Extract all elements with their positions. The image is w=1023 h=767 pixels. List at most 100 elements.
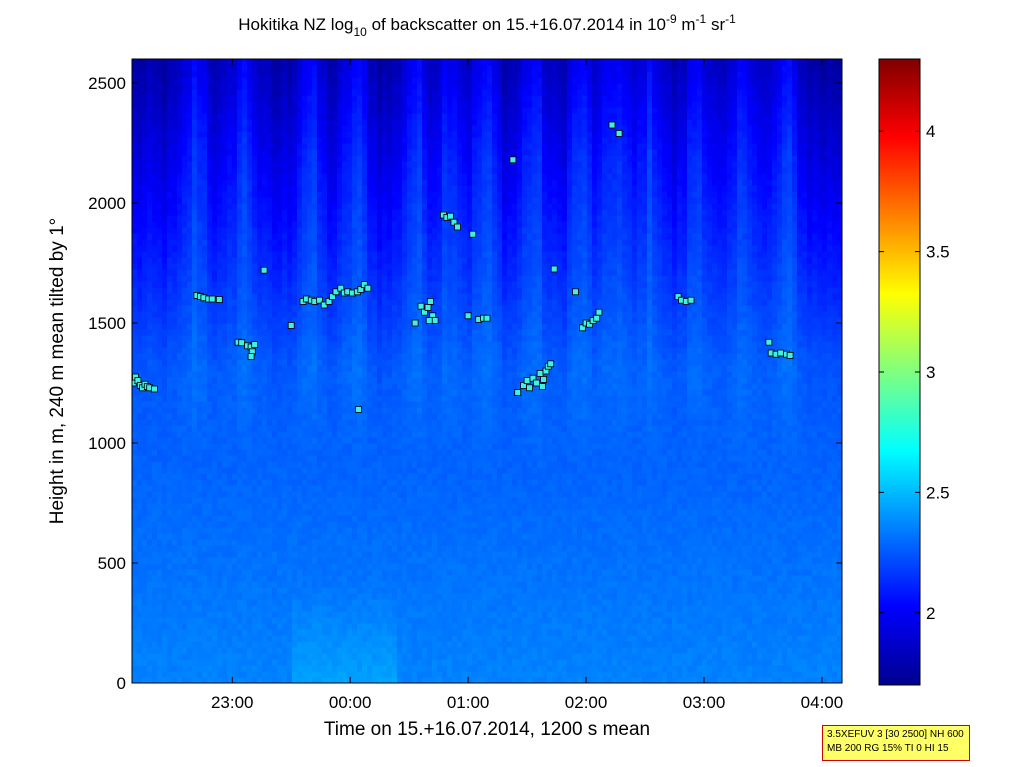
heatmap-cell [257, 611, 263, 618]
heatmap-cell [252, 227, 258, 234]
heatmap-cell [142, 341, 148, 348]
heatmap-cell [232, 653, 238, 660]
heatmap-cell [292, 179, 298, 186]
heatmap-cell [152, 185, 158, 192]
heatmap-cell [272, 257, 278, 264]
heatmap-cell [267, 461, 273, 468]
heatmap-cell [202, 149, 208, 156]
heatmap-cell [282, 101, 288, 108]
heatmap-cell [147, 281, 153, 288]
heatmap-cell [232, 473, 238, 480]
heatmap-cell [232, 161, 238, 168]
heatmap-cell [312, 593, 318, 600]
heatmap-cell [137, 143, 143, 150]
heatmap-cell [202, 503, 208, 510]
heatmap-cell [187, 455, 193, 462]
heatmap-cell [142, 425, 148, 432]
heatmap-cell [292, 533, 298, 540]
heatmap-cell [282, 251, 288, 258]
heatmap-cell [227, 173, 233, 180]
heatmap-cell [202, 647, 208, 654]
heatmap-cell [147, 251, 153, 258]
heatmap-cell [157, 593, 163, 600]
heatmap-cell [257, 473, 263, 480]
heatmap-cell [167, 659, 173, 666]
heatmap-cell [142, 557, 148, 564]
heatmap-cell [207, 365, 213, 372]
heatmap-cell [312, 95, 318, 102]
heatmap-cell [277, 395, 283, 402]
heatmap-cell [167, 473, 173, 480]
heatmap-cell [187, 641, 193, 648]
heatmap-cell [182, 275, 188, 282]
heatmap-cell [262, 581, 268, 588]
heatmap-cell [227, 605, 233, 612]
heatmap-cell [277, 59, 283, 66]
heatmap-cell [332, 191, 338, 198]
heatmap-cell [367, 437, 373, 444]
heatmap-cell [337, 341, 343, 348]
heatmap-cell [227, 269, 233, 276]
heatmap-cell [322, 515, 328, 522]
heatmap-cell [147, 65, 153, 72]
heatmap-cell [362, 557, 368, 564]
heatmap-cell [362, 59, 368, 66]
heatmap-cell [312, 245, 318, 252]
heatmap-cell [232, 425, 238, 432]
heatmap-cell [257, 515, 263, 522]
heatmap-cell [267, 59, 273, 66]
heatmap-cell [167, 65, 173, 72]
heatmap-cell [247, 59, 253, 66]
heatmap-cell [197, 581, 203, 588]
heatmap-cell [332, 263, 338, 270]
heatmap-cell [162, 599, 168, 606]
heatmap-cell [292, 281, 298, 288]
heatmap-cell [242, 209, 248, 216]
heatmap-cell [302, 383, 308, 390]
heatmap-cell [237, 305, 243, 312]
heatmap-cell [247, 425, 253, 432]
heatmap-cell [187, 299, 193, 306]
heatmap-cell [332, 77, 338, 84]
heatmap-cell [287, 143, 293, 150]
heatmap-cell [297, 413, 303, 420]
heatmap-cell [257, 365, 263, 372]
heatmap-cell [347, 611, 353, 618]
heatmap-cell [157, 641, 163, 648]
heatmap-cell [322, 155, 328, 162]
heatmap-cell [287, 599, 293, 606]
heatmap-cell [332, 491, 338, 498]
heatmap-cell [187, 263, 193, 270]
heatmap-cell [362, 233, 368, 240]
heatmap-cell [352, 131, 358, 138]
heatmap-cell [302, 671, 308, 678]
heatmap-cell [267, 539, 273, 546]
heatmap-cell [297, 653, 303, 660]
heatmap-cell [197, 77, 203, 84]
heatmap-cell [247, 467, 253, 474]
heatmap-cell [167, 557, 173, 564]
heatmap-cell [277, 491, 283, 498]
heatmap-cell [197, 563, 203, 570]
heatmap-cell [352, 437, 358, 444]
heatmap-cell [162, 95, 168, 102]
heatmap-cell [202, 287, 208, 294]
heatmap-cell [252, 515, 258, 522]
heatmap-cell [252, 401, 258, 408]
heatmap-cell [362, 365, 368, 372]
heatmap-cell [237, 677, 243, 683]
heatmap-cell [312, 197, 318, 204]
heatmap-cell [232, 659, 238, 666]
heatmap-cell [162, 401, 168, 408]
heatmap-cell [137, 569, 143, 576]
heatmap-cell [267, 179, 273, 186]
heatmap-cell [247, 143, 253, 150]
heatmap-cell [147, 353, 153, 360]
heatmap-cell [132, 479, 138, 486]
heatmap-cell [362, 113, 368, 120]
heatmap-cell [132, 677, 138, 683]
heatmap-cell [217, 353, 223, 360]
heatmap-cell [332, 449, 338, 456]
heatmap-cell [297, 545, 303, 552]
heatmap-cell [217, 647, 223, 654]
